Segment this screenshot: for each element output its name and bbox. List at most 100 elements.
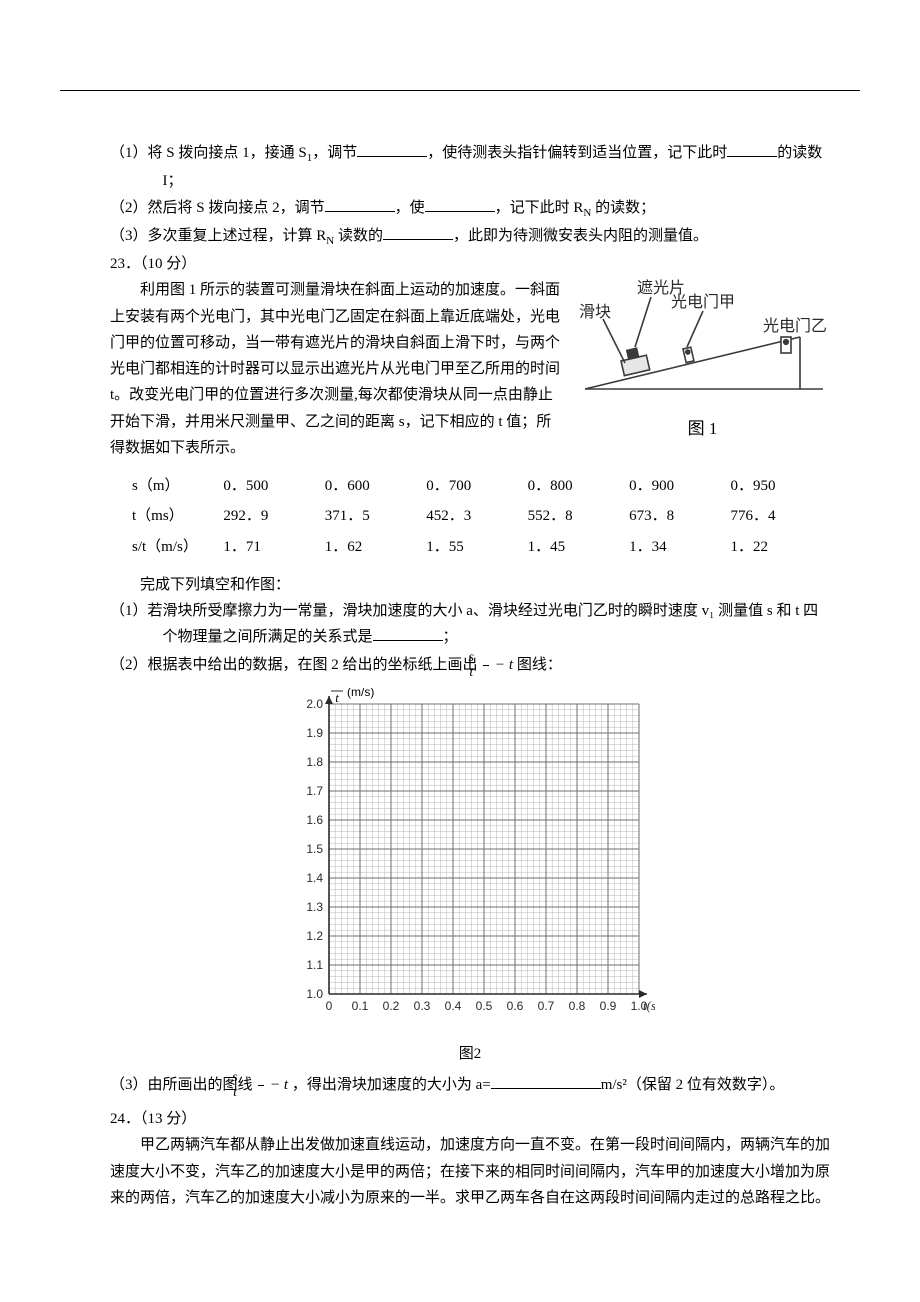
q22-s3-mid: 读数的 xyxy=(334,228,383,244)
table-cell: 673．8 xyxy=(627,501,728,531)
q22-sub1: （1）将 S 拨向接点 1，接通 S1，调节，使待测表头指针偏转到适当位置，记下… xyxy=(110,140,830,195)
q22-s1-prefix: （1）将 S 拨向接点 1，接通 S xyxy=(110,145,307,161)
figure-1-caption: 图 1 xyxy=(575,414,830,444)
svg-text:0.8: 0.8 xyxy=(569,999,586,1013)
blank xyxy=(727,141,777,157)
svg-text:(m/s): (m/s) xyxy=(347,688,374,699)
q23-after-table: 完成下列填空和作图： xyxy=(110,572,830,598)
q23-sub3-mid: ，得出滑块加速度的大小为 a= xyxy=(292,1077,491,1093)
blank xyxy=(357,141,427,157)
svg-text:1.1: 1.1 xyxy=(306,958,323,972)
q23-number: 23．（10 分） xyxy=(110,251,830,277)
frac-den: t xyxy=(258,1086,264,1100)
q23-sub3: （3）由所画出的图线 s t − t ，得出滑块加速度的大小为 a= m/s²（保… xyxy=(110,1071,830,1100)
svg-text:0.7: 0.7 xyxy=(538,999,555,1013)
fraction-s-over-t: s t xyxy=(258,1071,264,1100)
table-cell: 0．600 xyxy=(323,471,424,501)
q22-s2-mid2: ，记下此时 R xyxy=(495,200,584,216)
table-cell: 0．950 xyxy=(729,471,831,501)
svg-text:1.6: 1.6 xyxy=(306,813,323,827)
q23-sub2-tail: 图线： xyxy=(517,656,562,672)
svg-text:0.6: 0.6 xyxy=(507,999,524,1013)
q23-sub1-tail: ； xyxy=(443,629,458,645)
q22-s1-line2: I； xyxy=(163,173,183,189)
table-cell: 0．700 xyxy=(424,471,525,501)
q23-sub2-prefix: （2）根据表中给出的数据，在图 2 给出的坐标纸上画出 xyxy=(110,656,478,672)
svg-text:t(s): t(s) xyxy=(643,998,655,1013)
svg-text:1.3: 1.3 xyxy=(306,900,323,914)
table-cell: 1．71 xyxy=(221,532,322,562)
svg-text:1.5: 1.5 xyxy=(306,842,323,856)
q22-s1-tail1: 的读数 xyxy=(777,145,822,161)
svg-text:0: 0 xyxy=(326,999,333,1013)
table-row: s（m） 0．500 0．600 0．700 0．800 0．900 0．950 xyxy=(130,471,830,501)
q24-paragraph: 甲乙两辆汽车都从静止出发做加速直线运动，加速度方向一直不变。在第一段时间间隔内，… xyxy=(110,1132,830,1211)
table-cell: 1．45 xyxy=(526,532,627,562)
blank xyxy=(383,224,453,240)
frac-den: t xyxy=(483,666,489,680)
table-cell: 452．3 xyxy=(424,501,525,531)
q22-sub3: （3）多次重复上述过程，计算 RN 读数的，此即为待测微安表头内阻的测量值。 xyxy=(110,223,830,251)
table-cell: 371．5 xyxy=(323,501,424,531)
svg-text:1.2: 1.2 xyxy=(306,929,323,943)
table-cell: 292．9 xyxy=(221,501,322,531)
figure-2-wrap: 00.10.20.30.40.50.60.70.80.91.01.01.11.2… xyxy=(110,688,830,1068)
svg-text:2.0: 2.0 xyxy=(306,697,323,711)
q22-s3-prefix: （3）多次重复上述过程，计算 R xyxy=(110,228,326,244)
blank xyxy=(425,196,495,212)
figure-1: 遮光片 滑块 光电门甲 光电门乙 图 1 xyxy=(575,277,830,443)
row-label: s/t（m/s） xyxy=(130,532,221,562)
q22-s2-mid1: ，使 xyxy=(395,200,425,216)
figure-2-chart: 00.10.20.30.40.50.60.70.80.91.01.01.11.2… xyxy=(285,688,655,1028)
table-cell: 776．4 xyxy=(729,501,831,531)
q22-s1-mid2: ，使待测表头指针偏转到适当位置，记下此时 xyxy=(427,145,727,161)
svg-text:0.2: 0.2 xyxy=(383,999,400,1013)
blank xyxy=(373,625,443,641)
svg-text:t: t xyxy=(335,690,339,705)
q23-sub1-text: （1）若滑块所受摩擦力为一常量，滑块加速度的大小 a、滑块经过光电门乙时的瞬时速… xyxy=(110,603,818,645)
frac-num: s xyxy=(258,1071,264,1086)
q22-s1-mid1: ，调节 xyxy=(312,145,357,161)
svg-text:1.4: 1.4 xyxy=(306,871,323,885)
blank xyxy=(325,196,395,212)
row-label: t（ms） xyxy=(130,501,221,531)
q24-num-text: 24．（13 分） xyxy=(110,1111,196,1127)
svg-text:0.9: 0.9 xyxy=(600,999,617,1013)
q23-data-table: s（m） 0．500 0．600 0．700 0．800 0．900 0．950… xyxy=(130,471,830,562)
table-row: t（ms） 292．9 371．5 452．3 552．8 673．8 776．… xyxy=(130,501,830,531)
table-cell: 552．8 xyxy=(526,501,627,531)
q24-para-text: 甲乙两辆汽车都从静止出发做加速直线运动，加速度方向一直不变。在第一段时间间隔内，… xyxy=(110,1137,830,1206)
svg-text:0.3: 0.3 xyxy=(414,999,431,1013)
frac-num: s xyxy=(483,651,489,666)
table-cell: 0．500 xyxy=(221,471,322,501)
table-cell: 1．55 xyxy=(424,532,525,562)
table-cell: 1．34 xyxy=(627,532,728,562)
row-label: s（m） xyxy=(130,471,221,501)
fig1-label-gateB: 光电门乙 xyxy=(763,317,827,335)
svg-text:1.9: 1.9 xyxy=(306,726,323,740)
svg-text:0.4: 0.4 xyxy=(445,999,462,1013)
figure-2-caption: 图2 xyxy=(110,1041,830,1067)
q22-s2-prefix: （2）然后将 S 拨向接点 2，调节 xyxy=(110,200,325,216)
fig1-label-gateA: 光电门甲 xyxy=(671,293,735,311)
table-row: s/t（m/s） 1．71 1．62 1．55 1．45 1．34 1．22 xyxy=(130,532,830,562)
minus-t: − t xyxy=(270,1077,292,1093)
fraction-s-over-t: s t xyxy=(483,651,489,680)
q23-sub3-prefix: （3）由所画出的图线 xyxy=(110,1077,253,1093)
blank xyxy=(491,1073,601,1089)
table-cell: 0．800 xyxy=(526,471,627,501)
q23-sub2: （2）根据表中给出的数据，在图 2 给出的坐标纸上画出 s t − t 图线： xyxy=(110,651,830,680)
q24-number: 24．（13 分） xyxy=(110,1106,830,1132)
q23-sub1: （1）若滑块所受摩擦力为一常量，滑块加速度的大小 a、滑块经过光电门乙时的瞬时速… xyxy=(110,598,830,651)
svg-text:1.7: 1.7 xyxy=(306,784,323,798)
q23-para-text: 利用图 1 所示的装置可测量滑块在斜面上运动的加速度。一斜面上安装有两个光电门，… xyxy=(110,282,560,456)
table-cell: 1．62 xyxy=(323,532,424,562)
q22-s2-tail: 的读数； xyxy=(591,200,655,216)
table-cell: 0．900 xyxy=(627,471,728,501)
q22-sub2: （2）然后将 S 拨向接点 2，调节，使，记下此时 RN 的读数； xyxy=(110,195,830,223)
q23-sub3-tail: m/s²（保留 2 位有效数字）。 xyxy=(601,1077,785,1093)
fig1-label-block: 滑块 xyxy=(579,303,611,321)
q22-s3-tail: ，此即为待测微安表头内阻的测量值。 xyxy=(453,228,708,244)
table-cell: 1．22 xyxy=(729,532,831,562)
svg-text:0.1: 0.1 xyxy=(352,999,369,1013)
